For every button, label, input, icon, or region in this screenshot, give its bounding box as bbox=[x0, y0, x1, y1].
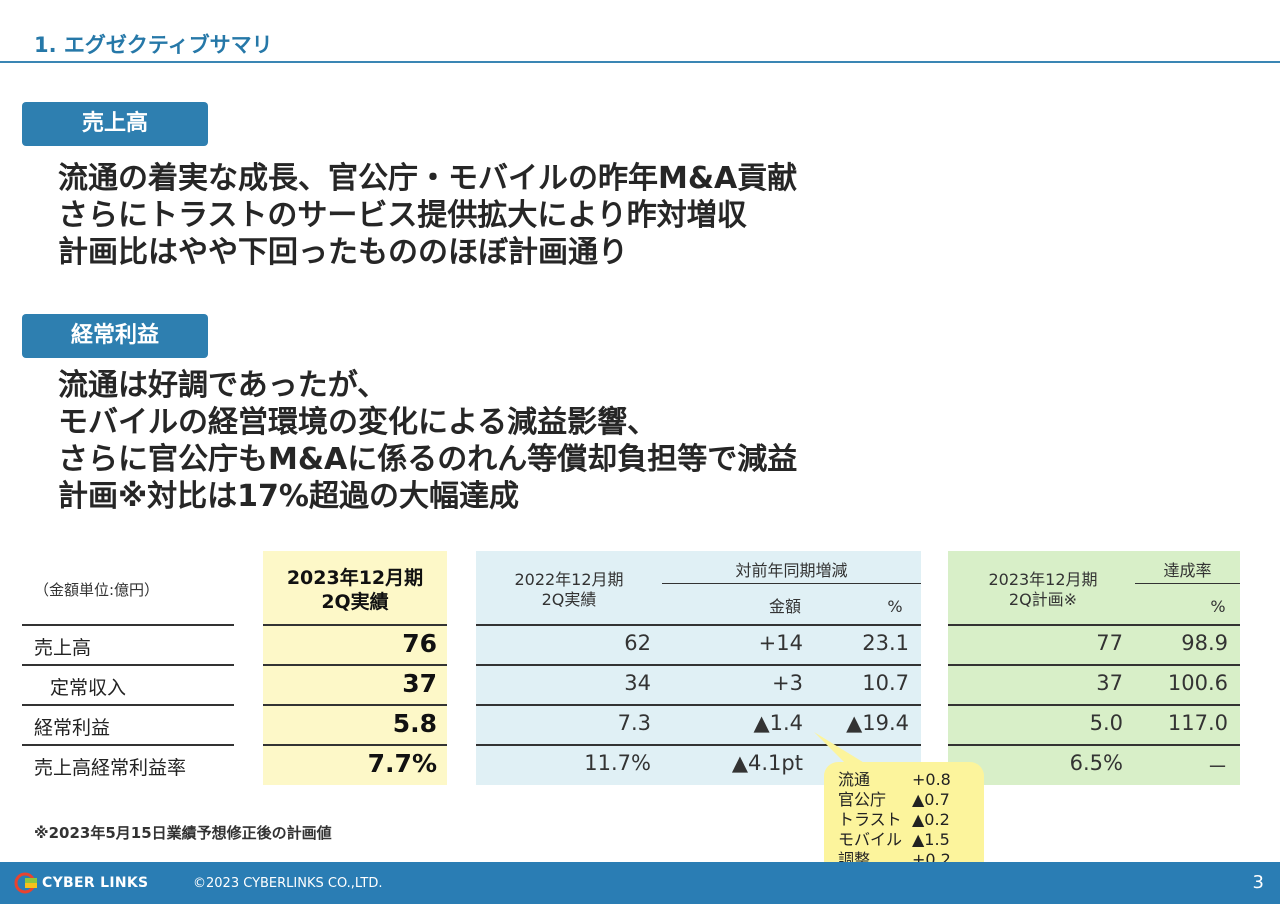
callout-item: トラスト ▲0.2 bbox=[838, 810, 970, 830]
page-title: 1. エグゼクティブサマリ bbox=[34, 33, 273, 57]
achievement-pct-header: % bbox=[1210, 597, 1226, 616]
unit-label: （金額単位:億円） bbox=[34, 581, 160, 599]
achievement-cell: 100.6 bbox=[1167, 671, 1228, 695]
table-row-divider bbox=[948, 624, 1240, 626]
profit-summary-line: 流通は好調であったが、 bbox=[58, 368, 388, 403]
yoy-amount-cell: +14 bbox=[758, 631, 803, 655]
sales-summary-line: 流通の着実な成長、官公庁・モバイルの昨年M&A貢献 bbox=[58, 161, 798, 196]
actual-2022-column-bg bbox=[476, 551, 921, 785]
table-row-divider bbox=[948, 744, 1240, 746]
table-row-divider bbox=[22, 704, 234, 706]
table-row-divider bbox=[948, 704, 1240, 706]
plan-cell: 5.0 bbox=[1089, 711, 1123, 735]
table-row-divider bbox=[476, 704, 921, 706]
actual-2023-header-line2: 2Q実績 bbox=[321, 591, 389, 613]
actual-2022-cell: 34 bbox=[624, 671, 651, 695]
copyright-text: ©2023 CYBERLINKS CO.,LTD. bbox=[193, 876, 383, 891]
actual-2023-cell: 37 bbox=[402, 669, 437, 698]
plan-column-bg bbox=[948, 551, 1240, 785]
plan-cell: 6.5% bbox=[1069, 751, 1123, 775]
actual-2023-cell: 5.8 bbox=[392, 709, 437, 738]
plan-header: 2023年12月期 2Q計画※ bbox=[948, 570, 1138, 610]
footnote: ※2023年5月15日業績予想修正後の計画値 bbox=[34, 824, 332, 842]
actual-2023-cell: 76 bbox=[402, 629, 437, 658]
callout-item-value: +0.8 bbox=[912, 770, 951, 789]
row-label: 定常収入 bbox=[50, 677, 127, 699]
yoy-header: 対前年同期増減 bbox=[735, 561, 848, 580]
footer-bar: CYBER LINKS ©2023 CYBERLINKS CO.,LTD. 3 bbox=[0, 862, 1280, 904]
profit-section-tag: 経常利益 bbox=[22, 314, 208, 358]
table-row-divider bbox=[263, 664, 447, 666]
profit-summary-line: さらに官公庁もM&Aに係るのれん等償却負担等で減益 bbox=[58, 442, 798, 477]
callout-item-name: 官公庁 bbox=[838, 790, 887, 809]
table-row-divider bbox=[263, 704, 447, 706]
sales-summary-line: 計画比はやや下回ったもののほぼ計画通り bbox=[58, 235, 628, 270]
sales-summary-line: さらにトラストのサービス提供拡大により昨対増収 bbox=[58, 198, 747, 233]
plan-header-line2: 2Q計画※ bbox=[1008, 590, 1078, 609]
achievement-cell: 98.9 bbox=[1181, 631, 1228, 655]
sales-section-tag: 売上高 bbox=[22, 102, 208, 146]
plan-header-line1: 2023年12月期 bbox=[988, 570, 1098, 589]
actual-2023-header: 2023年12月期 2Q実績 bbox=[263, 566, 447, 614]
table-row-divider bbox=[22, 664, 234, 666]
table-row-divider bbox=[476, 624, 921, 626]
yoy-header-rule bbox=[662, 583, 921, 584]
achievement-cell: 117.0 bbox=[1167, 711, 1228, 735]
callout-item: 官公庁 ▲0.7 bbox=[838, 790, 970, 810]
table-row-divider bbox=[476, 664, 921, 666]
row-label: 経常利益 bbox=[34, 717, 111, 739]
actual-2022-header-line1: 2022年12月期 bbox=[514, 570, 624, 589]
table-row-divider bbox=[22, 624, 234, 626]
profit-summary-line: モバイルの経営環境の変化による減益影響、 bbox=[58, 405, 658, 440]
plan-cell: 37 bbox=[1096, 671, 1123, 695]
callout-item-value: ▲1.5 bbox=[912, 830, 950, 849]
actual-2023-header-line1: 2023年12月期 bbox=[286, 567, 424, 589]
actual-2022-cell: 62 bbox=[624, 631, 651, 655]
yoy-amount-cell: +3 bbox=[772, 671, 803, 695]
actual-2022-cell: 11.7% bbox=[584, 751, 651, 775]
sales-summary-text: 流通の着実な成長、官公庁・モバイルの昨年M&A貢献 さらにトラストのサービス提供… bbox=[58, 160, 797, 271]
callout-pointer bbox=[814, 732, 866, 764]
callout-item-name: モバイル bbox=[838, 830, 903, 849]
yoy-amount-header: 金額 bbox=[768, 597, 801, 616]
callout-item: 流通 +0.8 bbox=[838, 770, 970, 790]
table-row-divider bbox=[263, 624, 447, 626]
table-row-divider bbox=[476, 744, 921, 746]
yoy-pct-header: % bbox=[887, 597, 903, 616]
callout-item-name: 流通 bbox=[838, 770, 871, 789]
actual-2023-column-bg bbox=[263, 551, 447, 785]
actual-2022-header-line2: 2Q実績 bbox=[541, 590, 597, 609]
actual-2022-cell: 7.3 bbox=[617, 711, 651, 735]
achievement-header: 達成率 bbox=[1163, 561, 1212, 580]
callout-item: モバイル ▲1.5 bbox=[838, 830, 970, 850]
actual-2022-header: 2022年12月期 2Q実績 bbox=[476, 570, 662, 610]
callout-item-name: トラスト bbox=[838, 810, 902, 829]
title-divider bbox=[0, 61, 1280, 63]
achievement-cell: － bbox=[1207, 755, 1228, 779]
logo-text: CYBER LINKS bbox=[42, 875, 149, 891]
callout-item-value: ▲0.7 bbox=[912, 790, 950, 809]
yoy-pct-cell: 10.7 bbox=[862, 671, 909, 695]
table-row-divider bbox=[948, 664, 1240, 666]
table-row-divider bbox=[263, 744, 447, 746]
profit-summary-text: 流通は好調であったが、 モバイルの経営環境の変化による減益影響、 さらに官公庁も… bbox=[58, 367, 797, 515]
yoy-pct-cell: ▲19.4 bbox=[846, 711, 909, 735]
plan-cell: 77 bbox=[1096, 631, 1123, 655]
row-label: 売上高経常利益率 bbox=[34, 757, 187, 779]
callout-item-value: ▲0.2 bbox=[912, 810, 950, 829]
yoy-amount-cell: ▲4.1pt bbox=[731, 751, 803, 775]
actual-2023-cell: 7.7% bbox=[367, 749, 437, 778]
table-row-divider bbox=[22, 744, 234, 746]
yoy-amount-cell: ▲1.4 bbox=[753, 711, 803, 735]
achievement-header-rule bbox=[1135, 583, 1240, 584]
row-label: 売上高 bbox=[34, 637, 92, 659]
page-number: 3 bbox=[1252, 872, 1264, 893]
profit-summary-line: 計画※対比は17%超過の大幅達成 bbox=[58, 479, 519, 514]
company-logo: CYBER LINKS bbox=[14, 872, 148, 894]
yoy-pct-cell: 23.1 bbox=[862, 631, 909, 655]
logo-mark-icon bbox=[14, 872, 37, 894]
